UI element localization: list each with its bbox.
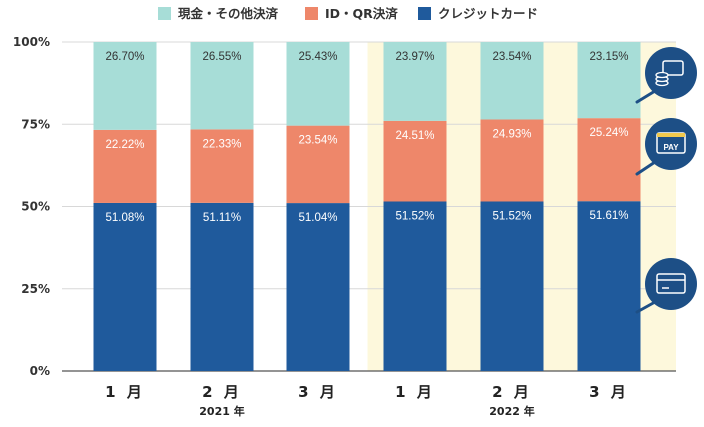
data-label: 26.70% — [105, 51, 144, 63]
data-label: 22.22% — [105, 139, 144, 151]
coins-card-icon — [635, 47, 697, 104]
bar-segment — [286, 41, 350, 126]
legend-label: クレジットカード — [438, 6, 538, 21]
pay-card-icon: PAY — [635, 118, 697, 176]
data-label: 51.52% — [395, 210, 434, 222]
x-tick-label: 3 月 — [298, 383, 338, 401]
gridlines — [62, 41, 676, 372]
data-label: 23.15% — [589, 51, 628, 63]
legend: 現金・その他決済 ID・QR決済 クレジットカード — [158, 6, 538, 21]
series-icons: PAY — [635, 47, 697, 314]
data-label: 23.54% — [492, 51, 531, 63]
x-tick-label: 3 月 — [589, 383, 629, 401]
data-label: 51.04% — [298, 212, 337, 224]
bar-segment — [190, 202, 254, 371]
year-group-label: 2021 年 — [199, 404, 244, 418]
credit-card-icon — [635, 258, 697, 314]
bar-segment — [577, 118, 641, 202]
bar-segment — [190, 42, 254, 130]
bar-segment — [577, 42, 641, 119]
y-tick-label: 50% — [21, 200, 50, 214]
data-label: 23.97% — [395, 51, 434, 63]
bar-segment — [190, 129, 254, 203]
data-label: 51.11% — [203, 212, 241, 224]
bars: 51.08% 22.22% 26.70% 51.11% 22.33% 26.55% 51.0… — [93, 41, 641, 371]
y-tick-label: 25% — [21, 282, 50, 296]
data-label: 23.54% — [298, 135, 337, 147]
legend-swatch — [418, 7, 431, 20]
bar-segment — [480, 201, 544, 371]
bar-segment — [383, 201, 447, 371]
legend-swatch — [305, 7, 318, 20]
y-axis: 0% 25% 50% 75% 100% — [13, 35, 50, 378]
bar-segment — [93, 129, 157, 203]
y-tick-label: 0% — [30, 364, 50, 378]
legend-label: ID・QR決済 — [325, 6, 398, 21]
bar-segment — [480, 42, 544, 120]
data-label: 24.93% — [492, 128, 531, 140]
bar-segment — [383, 42, 447, 121]
data-label: 25.43% — [298, 51, 337, 63]
bar-segment — [286, 203, 350, 371]
x-axis: 1 月 2 月 3 月 1 月 2 月 3 月 2021 年 2022 年 — [105, 383, 629, 418]
bar-segment — [93, 42, 157, 130]
data-label: 51.52% — [492, 210, 531, 222]
y-tick-label: 75% — [21, 117, 50, 131]
legend-label: 現金・その他決済 — [178, 6, 279, 21]
y-tick-label: 100% — [13, 35, 50, 49]
year-group-label: 2022 年 — [489, 404, 534, 418]
bar-segment — [577, 201, 641, 371]
data-label: 51.61% — [589, 210, 628, 222]
x-tick-label: 1 月 — [395, 383, 435, 401]
data-label: 26.55% — [202, 51, 241, 63]
x-tick-label: 2 月 — [492, 383, 532, 401]
x-tick-label: 1 月 — [105, 383, 145, 401]
svg-text:PAY: PAY — [663, 143, 679, 152]
data-label: 51.08% — [105, 212, 144, 224]
x-tick-label: 2 月 — [202, 383, 242, 401]
data-label: 25.24% — [589, 127, 628, 139]
bar-segment — [93, 202, 157, 371]
legend-swatch — [158, 7, 171, 20]
bar-segment — [480, 119, 544, 202]
bar-segment — [383, 120, 447, 202]
data-label: 22.33% — [202, 138, 241, 150]
data-label: 24.51% — [395, 130, 434, 142]
bar-segment — [286, 125, 350, 204]
